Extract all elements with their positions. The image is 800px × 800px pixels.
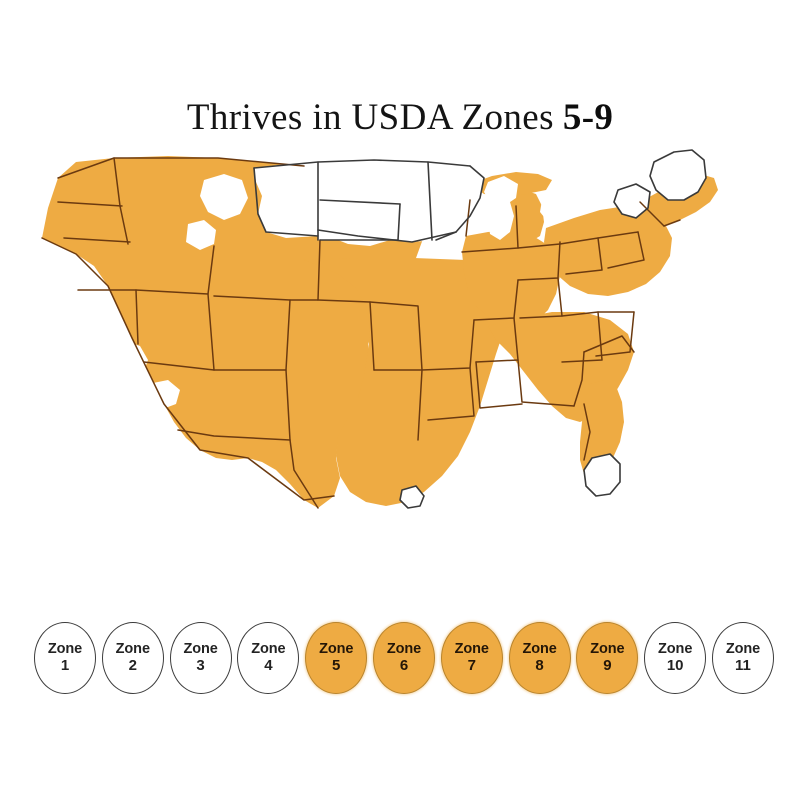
zone-chip-label: Zone [725,641,761,658]
zone-chip-number: 4 [264,657,273,675]
zone-chip-1[interactable]: Zone 1 [34,622,96,694]
zone-chip-label: Zone [251,641,286,658]
zone-chip-number: 3 [196,657,205,675]
zone-chip-2[interactable]: Zone 2 [101,622,164,694]
excluded-zone-areas [98,150,706,508]
zone-chip-label: Zone [115,641,150,658]
zone-chip-number: 7 [467,657,476,675]
midwest-shaded [462,230,560,328]
zone-chip-9[interactable]: Zone 9 [576,622,639,694]
zone-chip-number: 2 [128,657,137,675]
zone-chip-number: 1 [60,657,70,675]
zone-chip-5[interactable]: Zone 5 [305,622,368,694]
zone-chip-10[interactable]: Zone 10 [644,622,707,694]
zone-chip-number: 10 [666,657,684,675]
zone-chip-8[interactable]: Zone 8 [508,622,571,694]
southern-california-excluded [98,340,148,384]
lake-huron [540,196,566,222]
page-title: Thrives in USDA Zones 5-9 [0,96,800,139]
zone-chip-number: 8 [535,657,544,675]
south-florida-excluded [584,454,620,496]
state-borders-shaded [41,157,681,509]
state-borders-excluded [253,149,707,509]
zone-chip-number: 5 [332,657,341,675]
zone-chip-label: Zone [590,641,625,658]
zone-chip-label: Zone [658,641,693,658]
usda-zone-legend: Zone 1 Zone 2 Zone 3 Zone 4 Zone 5 Zone 6 Zone 7 Zone 8… [34,612,774,704]
zone-chip-label: Zone [522,641,557,658]
map-svg [18,140,786,600]
page-title-zone-range: 5-9 [562,97,614,138]
zone-chip-6[interactable]: Zone 6 [372,622,435,694]
zone-chip-number: 11 [735,657,751,675]
zone-chip-7[interactable]: Zone 7 [440,622,503,694]
zone-chip-label: Zone [319,641,354,658]
zone-chip-3[interactable]: Zone 3 [169,622,232,694]
south-texas-excluded [400,486,424,508]
arizona-desert-excluded [146,380,180,410]
zone-chip-number: 6 [399,657,409,675]
zone-chip-label: Zone [386,641,422,658]
idaho-mountain-excluded-2 [186,220,216,250]
western-states-shaded [42,156,424,508]
lake-superior [484,176,518,206]
northern-plains-excluded [316,160,484,242]
montana-excluded [254,164,318,238]
page-title-main: Thrives in USDA Zones [186,97,554,138]
lake-michigan [488,202,514,240]
idaho-mountain-excluded [200,174,248,220]
florida-shaded [580,380,624,480]
vermont-nh-excluded [614,184,650,218]
central-plains-shaded [304,258,510,506]
zone-chip-number: 9 [603,657,612,675]
usda-zone-map [18,140,786,600]
zone-chip-label: Zone [183,641,218,658]
zone-chip-label: Zone [454,641,489,658]
zone-chip-11[interactable]: Zone 11 [711,622,774,694]
michigan-shaded [506,190,544,242]
zone-chip-4[interactable]: Zone 4 [237,622,300,694]
zone-chip-label: Zone [47,641,83,658]
northern-maine-excluded [650,150,706,200]
